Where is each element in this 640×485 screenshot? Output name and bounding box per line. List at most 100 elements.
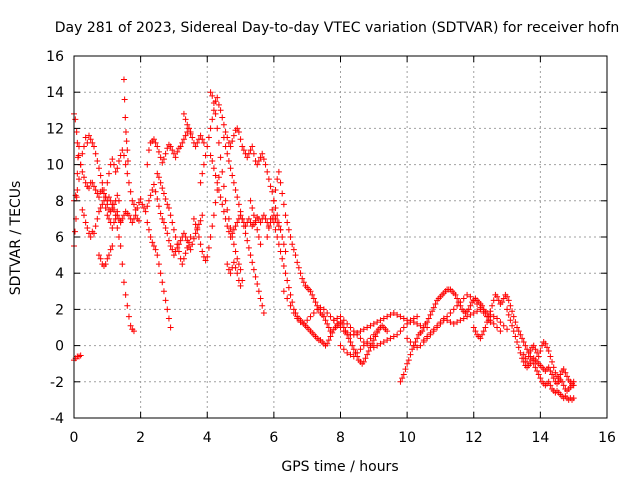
data-point-marker <box>230 226 237 233</box>
data-point-marker <box>210 165 217 172</box>
data-point-marker <box>367 335 374 342</box>
data-point-marker <box>75 152 82 159</box>
data-point-marker <box>307 313 314 320</box>
data-point-marker <box>205 134 212 141</box>
data-point-marker <box>522 342 529 349</box>
data-point-marker <box>167 243 174 250</box>
data-point-marker <box>122 291 129 298</box>
data-point-marker <box>427 311 434 318</box>
data-point-marker <box>210 107 217 114</box>
data-point-marker <box>187 234 194 240</box>
data-point-marker <box>524 358 531 365</box>
data-point-marker <box>217 194 224 201</box>
data-point-marker <box>209 116 216 123</box>
y-tick-label: -2 <box>50 375 64 391</box>
data-point-marker <box>202 257 209 264</box>
data-point-marker <box>334 320 341 327</box>
data-point-marker <box>397 378 404 385</box>
data-point-marker <box>510 328 517 335</box>
data-point-marker <box>560 382 567 389</box>
data-point-marker <box>284 277 291 284</box>
data-point-marker <box>429 308 436 315</box>
data-point-marker <box>407 317 414 324</box>
data-point-marker <box>507 302 514 309</box>
data-point-marker <box>164 145 171 152</box>
data-point-marker <box>517 349 524 356</box>
data-point-marker <box>150 181 157 188</box>
data-point-marker <box>232 223 239 230</box>
y-tick-label: 16 <box>46 49 64 65</box>
data-point-marker <box>260 310 267 317</box>
data-point-marker <box>362 355 369 362</box>
data-point-marker <box>182 116 189 123</box>
data-point-marker <box>419 328 426 335</box>
data-point-marker <box>542 340 549 347</box>
data-point-marker <box>365 348 372 355</box>
data-point-marker <box>509 308 516 315</box>
data-point-marker <box>74 139 81 146</box>
y-axis-label: SDTVAR / TECUs <box>8 181 24 296</box>
data-point-marker <box>547 353 554 360</box>
data-point-marker <box>237 266 244 273</box>
data-point-marker <box>307 288 314 295</box>
data-point-marker <box>327 313 334 320</box>
data-point-marker <box>129 197 136 204</box>
data-point-marker <box>427 329 434 336</box>
data-point-marker <box>212 110 219 117</box>
data-point-marker <box>160 219 167 226</box>
data-point-marker <box>367 342 374 349</box>
data-point-marker <box>105 215 112 222</box>
data-point-marker <box>252 219 259 226</box>
data-point-marker <box>192 143 199 150</box>
data-point-marker <box>512 333 519 340</box>
data-point-marker <box>227 234 234 240</box>
data-point-marker <box>122 161 129 168</box>
data-point-marker <box>145 197 152 204</box>
data-point-marker <box>104 212 111 219</box>
data-point-marker <box>562 369 569 376</box>
data-point-marker <box>115 197 122 204</box>
data-point-marker <box>402 366 409 373</box>
data-point-marker <box>149 186 156 193</box>
data-point-marker <box>507 317 514 324</box>
data-point-marker <box>324 340 331 347</box>
data-point-marker <box>180 136 187 143</box>
data-point-marker <box>347 351 354 358</box>
data-point-marker <box>467 311 474 318</box>
data-point-marker <box>337 342 344 349</box>
data-point-marker <box>127 322 134 329</box>
data-point-marker <box>290 310 297 317</box>
x-tick-label: 14 <box>531 430 549 446</box>
data-point-marker <box>424 333 431 340</box>
y-tick-label: 8 <box>55 194 64 210</box>
data-point-marker <box>267 215 274 222</box>
data-point-marker <box>132 212 139 219</box>
data-point-marker <box>264 234 271 240</box>
x-tick-label: 0 <box>70 430 79 446</box>
data-point-marker <box>179 139 186 146</box>
data-point-marker <box>285 284 292 291</box>
data-point-marker <box>89 228 96 235</box>
data-point-marker <box>205 244 212 251</box>
data-point-marker <box>255 157 262 164</box>
data-point-marker <box>357 346 364 353</box>
data-point-marker <box>120 279 127 286</box>
data-point-marker <box>170 150 177 157</box>
data-point-marker <box>100 197 107 204</box>
data-point-marker <box>200 161 207 168</box>
data-point-marker <box>414 313 421 320</box>
data-point-marker <box>124 147 131 154</box>
data-point-marker <box>560 366 567 373</box>
data-point-marker <box>197 241 204 248</box>
data-point-marker <box>350 328 357 335</box>
data-point-marker <box>350 353 357 360</box>
data-point-marker <box>152 246 159 253</box>
data-point-marker <box>460 315 467 322</box>
grid-layer <box>74 56 607 418</box>
data-point-marker <box>487 308 494 315</box>
data-point-marker <box>520 338 527 345</box>
data-point-marker <box>155 174 162 181</box>
data-point-marker <box>265 224 272 231</box>
data-point-marker <box>360 326 367 333</box>
data-point-marker <box>217 154 224 161</box>
